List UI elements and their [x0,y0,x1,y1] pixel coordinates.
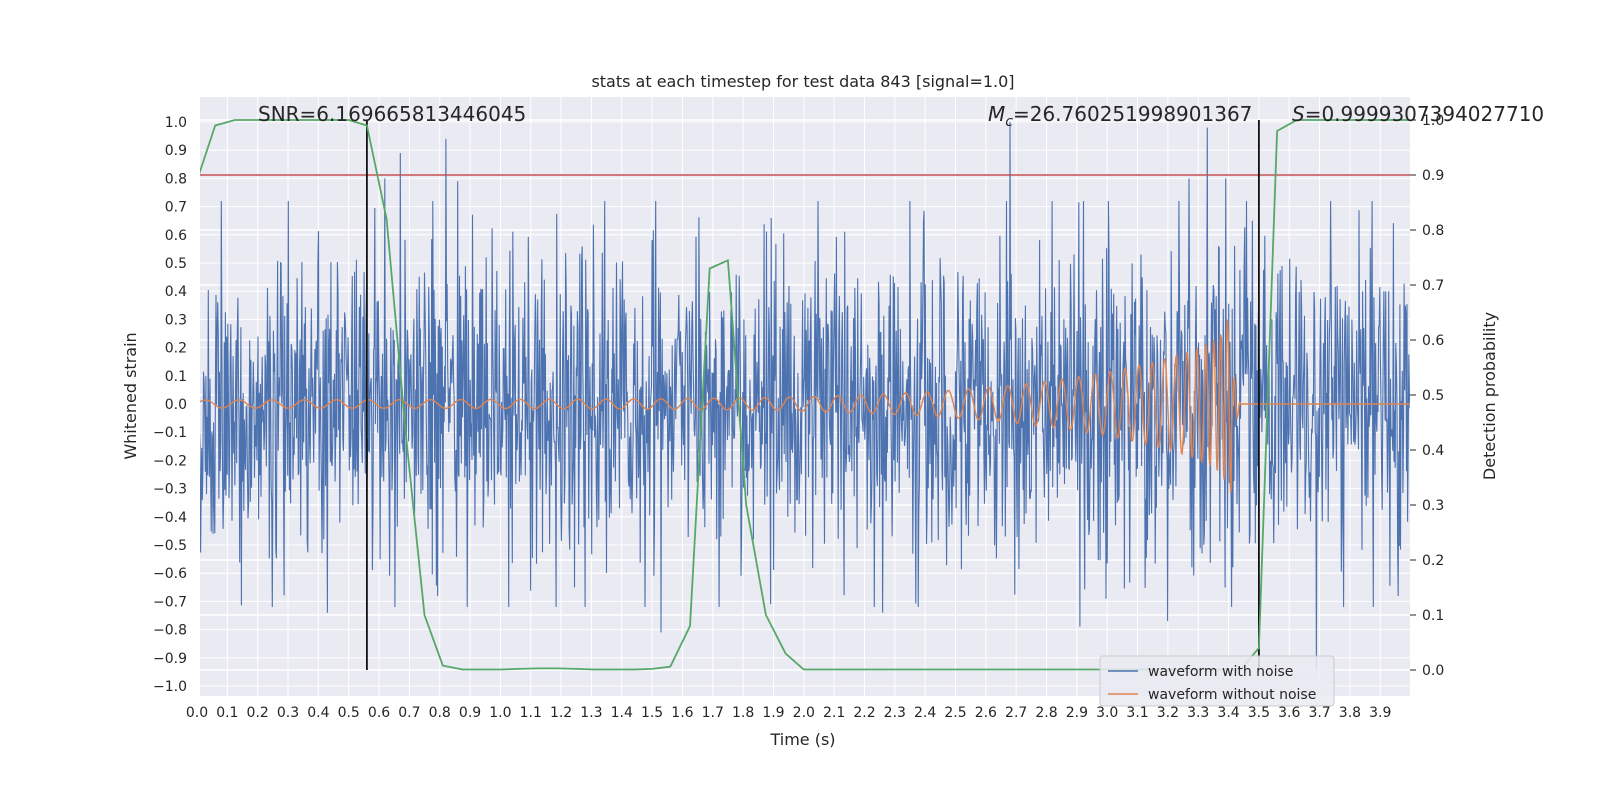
right-tick-label-8: 0.2 [1422,553,1444,569]
x-tick-label-11: 1.1 [520,705,542,721]
x-tick-label-9: 0.9 [459,705,481,721]
y-tick-label-7: 0.3 [165,312,187,328]
y-tick-label-3: 0.7 [165,200,187,216]
legend-box [1099,655,1335,707]
x-tick-label-15: 1.5 [641,705,663,721]
x-tick-label-39: 3.9 [1369,705,1391,721]
x-tick-label-1: 0.1 [216,705,238,721]
x-tick-label-16: 1.6 [671,705,693,721]
x-tick-label-24: 2.4 [914,705,936,721]
y-tick-label-0: 1.0 [165,115,187,131]
x-tick-label-12: 1.2 [550,705,572,721]
x-tick-label-3: 0.3 [277,705,299,721]
x-tick-label-5: 0.5 [338,705,360,721]
right-tick-label-7: 0.3 [1422,498,1444,514]
x-tick-label-13: 1.3 [580,705,602,721]
x-tick-label-17: 1.7 [702,705,724,721]
x-tick-label-38: 3.8 [1339,705,1361,721]
y-tick-label-4: 0.6 [165,228,187,244]
x-tick-label-26: 2.6 [975,705,997,721]
legend: waveform with noise waveform without noi… [1099,655,1335,707]
x-tick-label-27: 2.7 [1005,705,1027,721]
legend-label-noise: waveform with noise [1148,664,1293,680]
x-tick-label-20: 2.0 [793,705,815,721]
chirp-mass-symbol: M [988,102,1005,126]
score-symbol: S [1292,102,1305,126]
x-tick-label-32: 3.2 [1157,705,1179,721]
x-tick-label-4: 0.4 [307,705,329,721]
x-tick-label-29: 2.9 [1066,705,1088,721]
x-tick-label-28: 2.8 [1035,705,1057,721]
y-tick-label-19: −0.9 [153,651,187,667]
y-tick-label-16: −0.6 [153,566,187,582]
score-annotation: S=0.9999307394027710 [1292,102,1544,126]
left-y-ticks: 1.0 0.9 0.8 0.7 0.6 0.5 0.4 0.3 0.2 0.1 0.0 −0.1 −0.… [153,115,187,695]
x-tick-label-6: 0.6 [368,705,390,721]
x-tick-label-37: 3.7 [1308,705,1330,721]
right-tick-label-9: 0.1 [1422,608,1444,624]
right-y-ticks: 1.0 0.9 0.8 0.7 0.6 0.5 0.4 0.3 0.2 0.1 0.0 [1410,113,1444,679]
snr-annotation: SNR=6.169665813446045 [258,102,526,126]
y-tick-label-20: −1.0 [153,679,187,695]
right-tick-label-6: 0.4 [1422,443,1444,459]
y-tick-label-17: −0.7 [153,594,187,610]
y-tick-label-13: −0.3 [153,482,187,498]
y-axis-label: Whitened strain [121,332,140,459]
y-tick-label-2: 0.8 [165,171,187,187]
right-tick-label-0: 1.0 [1422,113,1444,129]
x-tick-label-18: 1.8 [732,705,754,721]
chirp-mass-annotation: Mc=26.760251998901367 [988,102,1252,130]
x-tick-label-30: 3.0 [1096,705,1118,721]
right-tick-label-2: 0.8 [1422,223,1444,239]
x-tick-label-35: 3.5 [1248,705,1270,721]
y-tick-label-14: −0.4 [153,510,187,526]
x-tick-label-10: 1.0 [489,705,511,721]
x-tick-label-36: 3.6 [1278,705,1300,721]
right-y-axis-label: Detection probability [1480,312,1499,480]
y-tick-label-9: 0.1 [165,369,187,385]
chirp-mass-value: =26.760251998901367 [1013,102,1252,126]
score-value: =0.9999307394027710 [1305,102,1544,126]
x-ticks: 0.0 0.1 0.2 0.3 0.4 0.5 0.6 0.7 0.8 0.9 1.0 1.1 1.2 1… [186,705,1392,721]
y-tick-label-15: −0.5 [153,538,187,554]
right-tick-label-4: 0.6 [1422,333,1444,349]
right-tick-label-5: 0.5 [1422,388,1444,404]
x-tick-label-21: 2.1 [823,705,845,721]
right-tick-label-10: 0.0 [1422,663,1444,679]
y-tick-label-6: 0.4 [165,284,187,300]
x-tick-label-23: 2.3 [884,705,906,721]
y-tick-label-5: 0.5 [165,256,187,272]
y-tick-label-11: −0.1 [153,425,187,441]
legend-label-clean: waveform without noise [1148,687,1316,703]
x-tick-label-31: 3.1 [1126,705,1148,721]
right-tick-label-3: 0.7 [1422,278,1444,294]
right-tick-label-1: 0.9 [1422,168,1444,184]
y-tick-label-8: 0.2 [165,341,187,357]
x-tick-label-19: 1.9 [762,705,784,721]
x-tick-label-7: 0.7 [398,705,420,721]
x-tick-label-0: 0.0 [186,705,208,721]
x-axis-label: Time (s) [769,730,835,749]
y-tick-label-18: −0.8 [153,623,187,639]
chart-title: stats at each timestep for test data 843… [591,72,1014,91]
x-tick-label-14: 1.4 [611,705,633,721]
x-tick-label-34: 3.4 [1217,705,1239,721]
series-waveform-without-noise [200,319,1410,494]
x-tick-label-2: 0.2 [247,705,269,721]
y-tick-label-12: −0.2 [153,453,187,469]
chirp-mass-subscript: c [1005,114,1013,130]
x-tick-label-8: 0.8 [429,705,451,721]
y-tick-label-10: 0.0 [165,397,187,413]
y-tick-label-1: 0.9 [165,143,187,159]
x-tick-label-25: 2.5 [944,705,966,721]
x-tick-label-22: 2.2 [853,705,875,721]
x-tick-label-33: 3.3 [1187,705,1209,721]
